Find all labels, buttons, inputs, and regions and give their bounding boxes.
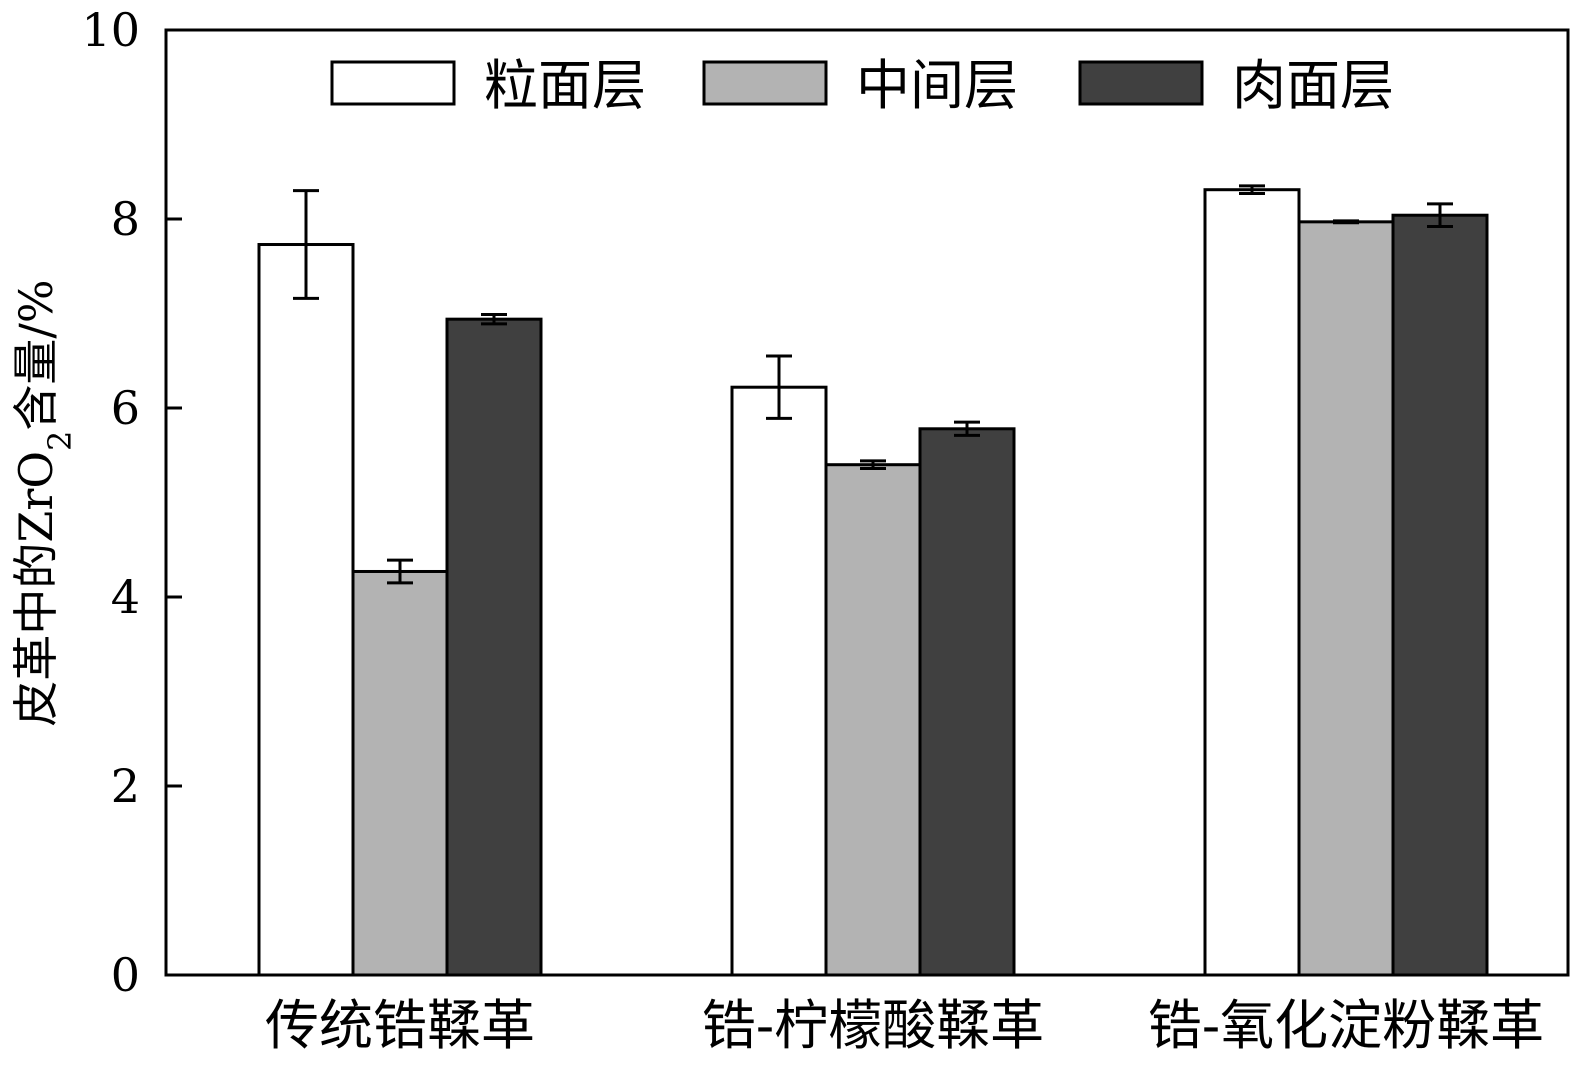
ylabel-main: 皮革中的ZrO <box>9 451 63 727</box>
legend-label: 中间层 <box>856 54 1018 117</box>
x-tick-label: 锆-氧化淀粉鞣革 <box>1148 994 1544 1057</box>
legend-swatch <box>702 60 828 106</box>
bars <box>257 184 1489 977</box>
legend-item: 粒面层 <box>330 54 646 117</box>
bar <box>351 569 449 977</box>
y-tick-label: 0 <box>111 948 140 1002</box>
bar <box>824 463 922 977</box>
y-tick-label: 2 <box>111 759 140 813</box>
error-bar <box>1427 202 1453 229</box>
x-tick-label: 锆-柠檬酸鞣革 <box>702 994 1044 1057</box>
error-bar <box>481 312 507 326</box>
x-tick-label: 传统锆鞣革 <box>265 994 535 1057</box>
bar <box>918 427 1016 977</box>
error-bar <box>954 420 980 437</box>
legend: 粒面层 中间层 肉面层 <box>330 54 1394 117</box>
error-bar <box>387 558 413 585</box>
y-tick-label: 4 <box>111 570 140 624</box>
y-axis: 0 2 4 6 8 10 <box>81 3 182 1002</box>
error-bar <box>766 354 792 420</box>
bar <box>1297 220 1395 977</box>
legend-item: 中间层 <box>702 54 1018 117</box>
bar <box>1203 188 1301 977</box>
y-tick-label: 10 <box>81 3 140 57</box>
error-bar <box>1239 184 1265 195</box>
bar <box>445 317 543 977</box>
y-axis-label: 皮革中的ZrO2含量/% <box>9 279 79 726</box>
error-bar <box>860 459 886 470</box>
x-axis: 传统锆鞣革 锆-柠檬酸鞣革 锆-氧化淀粉鞣革 <box>265 994 1544 1057</box>
bar-group <box>1203 184 1489 977</box>
y-tick-label: 8 <box>111 192 140 246</box>
bar-group <box>257 189 543 977</box>
bar <box>730 385 828 977</box>
y-tick-label: 6 <box>111 381 140 435</box>
bar-group <box>730 354 1016 977</box>
legend-item: 肉面层 <box>1078 54 1394 117</box>
legend-label: 肉面层 <box>1232 54 1394 117</box>
error-bar <box>293 189 319 300</box>
legend-swatch <box>330 60 456 106</box>
bar <box>257 243 355 977</box>
ylabel-subscript: 2 <box>41 431 79 451</box>
legend-label: 粒面层 <box>484 54 646 117</box>
bar <box>1391 213 1489 977</box>
ylabel-suffix: 含量/% <box>9 279 63 430</box>
legend-swatch <box>1078 60 1204 106</box>
error-bar <box>1333 219 1359 225</box>
